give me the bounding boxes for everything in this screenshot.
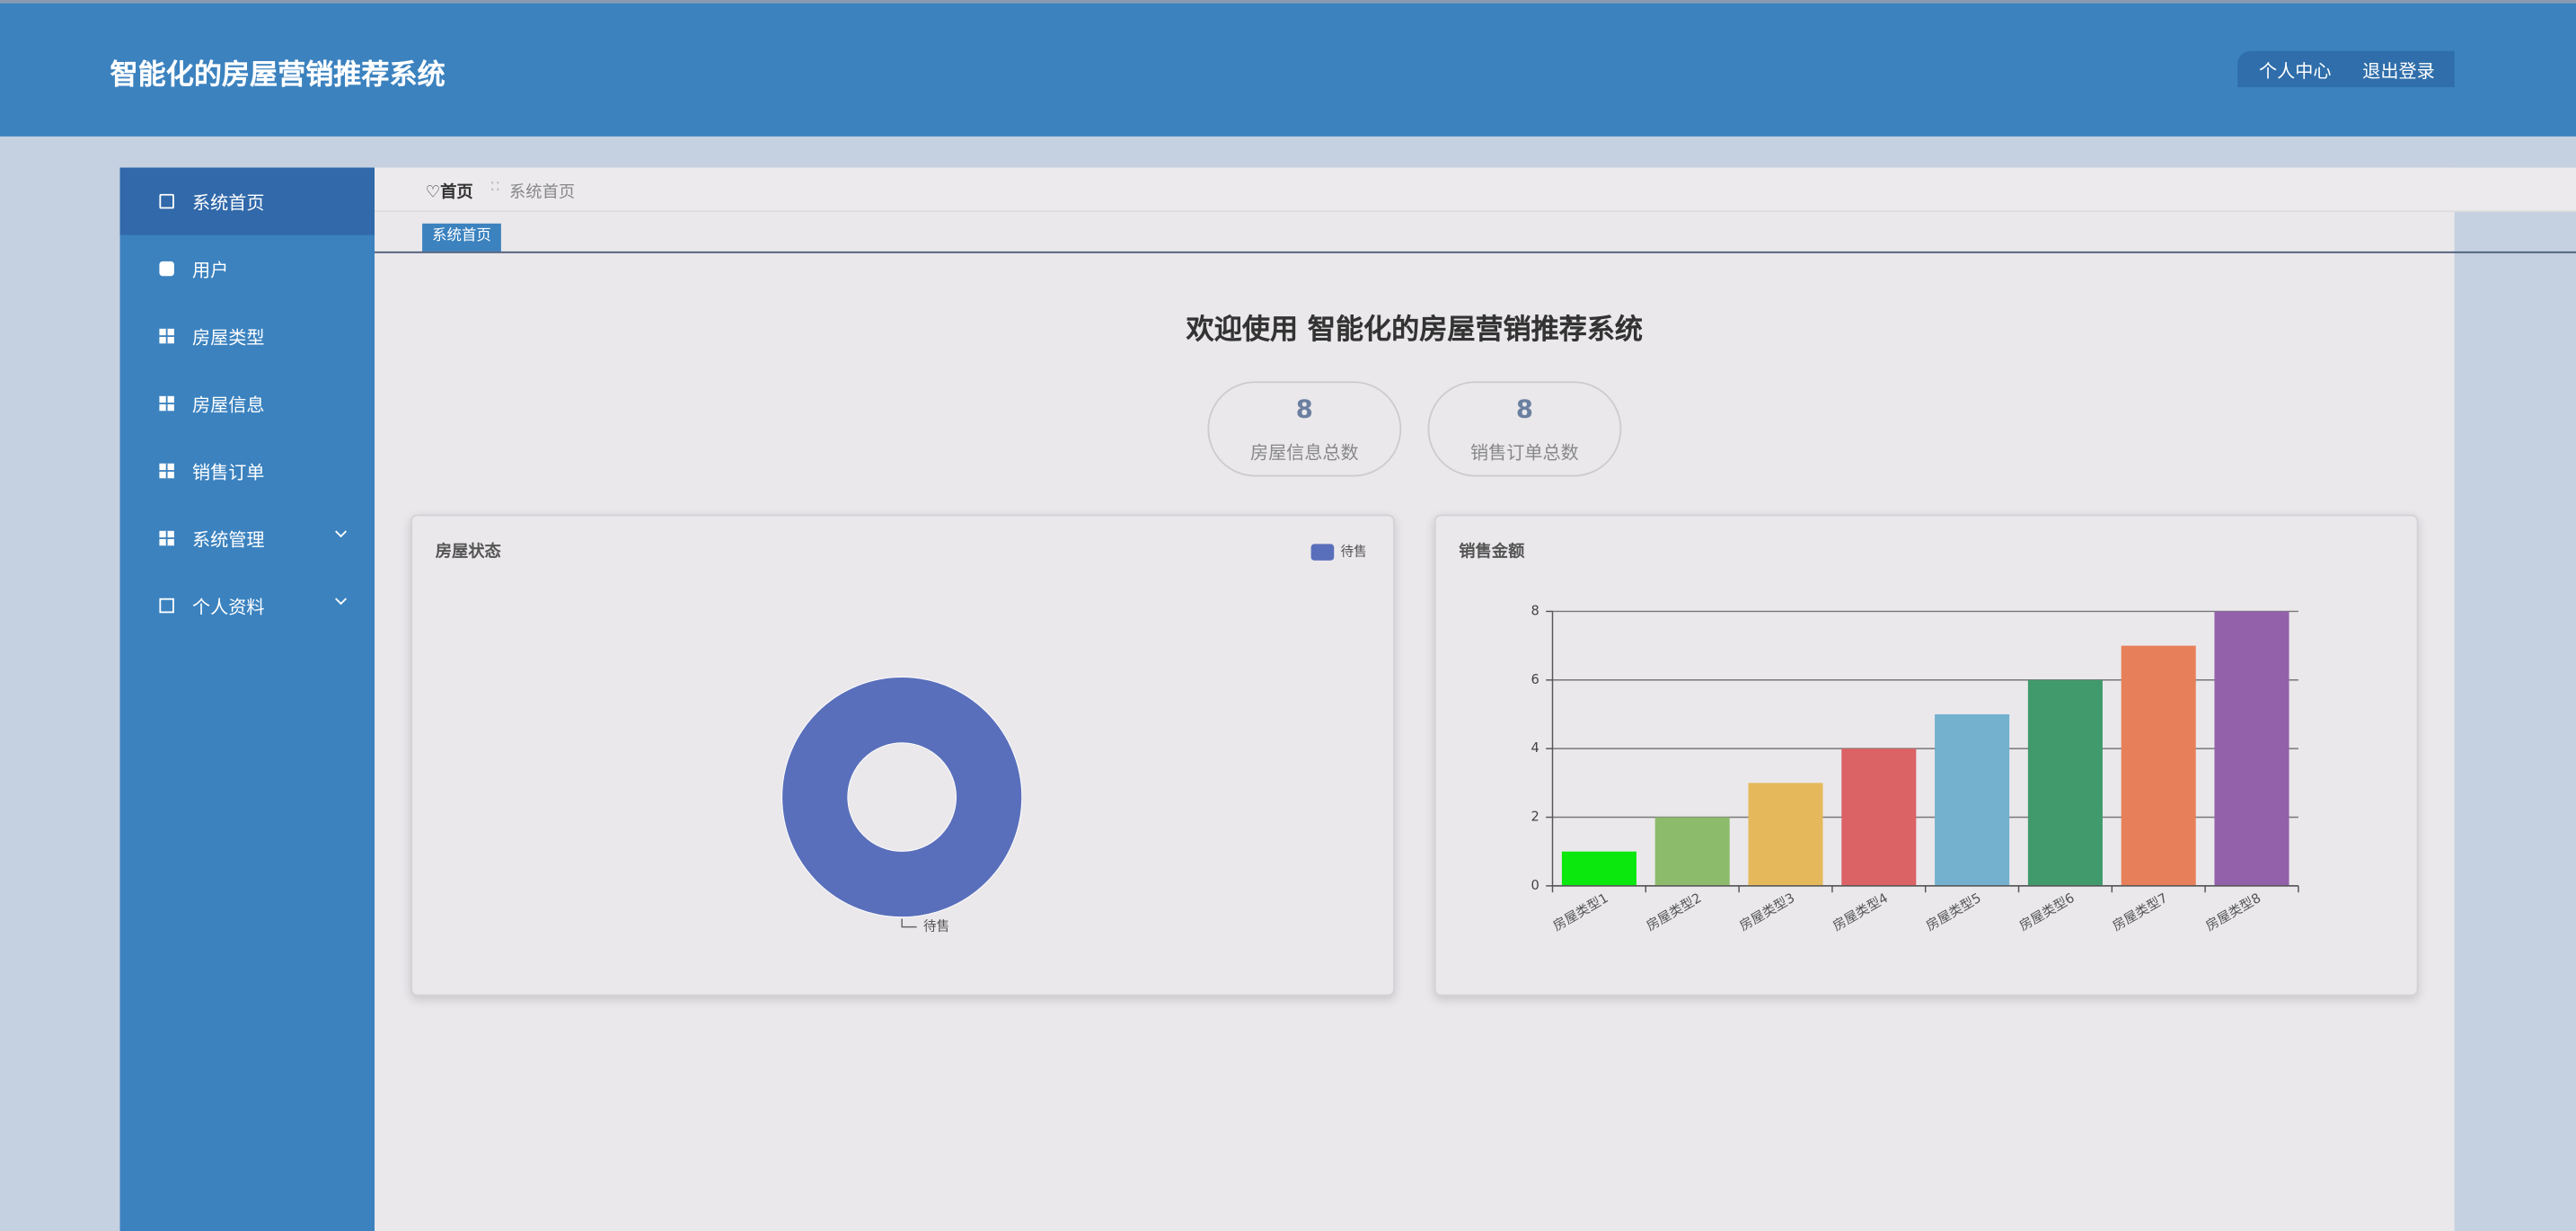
- x-tick-label: 房屋类型7: [2110, 890, 2170, 934]
- icon: [159, 328, 174, 344]
- label-line: [901, 918, 917, 928]
- x-tick-label: 房屋类型3: [1737, 890, 1797, 934]
- y-tick-label: 2: [1531, 810, 1539, 825]
- breadcrumb: ♡首页 :: 系统首页: [375, 167, 2576, 212]
- menu-label: 系统首页: [192, 192, 265, 214]
- icon: [159, 530, 174, 546]
- menu-item[interactable]: 房屋类型: [120, 303, 375, 370]
- menu-item[interactable]: 系统管理: [120, 505, 375, 572]
- y-tick-label: 6: [1531, 672, 1539, 687]
- x-tick-label: 房屋类型1: [1550, 890, 1610, 934]
- menu-label: 房屋信息: [192, 394, 265, 416]
- bar: [2121, 645, 2196, 886]
- menu-label: 个人资料: [192, 596, 265, 618]
- menu-item[interactable]: 个人资料: [120, 572, 375, 640]
- menu-label: 系统管理: [192, 528, 265, 551]
- menu-item[interactable]: 销售订单: [120, 438, 375, 505]
- menu-label: 用户: [192, 259, 229, 281]
- menu-item[interactable]: 用户: [120, 235, 375, 303]
- stat-card: 8 房屋信息总数: [1207, 381, 1402, 477]
- breadcrumb-home-text: 首页: [440, 183, 473, 202]
- stat-label: 销售订单总数: [1470, 442, 1579, 464]
- tab-line: [375, 251, 2576, 253]
- icon: [159, 395, 174, 412]
- welcome-title: 欢迎使用 智能化的房屋营销推荐系统: [1186, 314, 1644, 347]
- stat-card: 8 销售订单总数: [1427, 381, 1622, 477]
- icon: [159, 598, 174, 614]
- icon: [159, 193, 174, 209]
- breadcrumb-home[interactable]: ♡首页: [425, 183, 473, 202]
- legend-swatch: [1310, 544, 1335, 561]
- stat-value: 8: [1515, 394, 1533, 424]
- menu-label: 销售订单: [192, 461, 265, 483]
- icon: [159, 463, 174, 479]
- x-tick-label: 房屋类型5: [1924, 890, 1984, 934]
- x-tick-label: 房屋类型2: [1644, 890, 1704, 934]
- chart-title: 销售金额: [1459, 542, 1525, 562]
- x-tick-label: 房屋类型8: [2203, 890, 2263, 934]
- x-tick-label: 房屋类型6: [2016, 890, 2077, 934]
- tab[interactable]: 系统首页: [422, 223, 501, 252]
- y-tick-label: 8: [1531, 603, 1539, 618]
- sidebar: 系统首页 用户 房屋类型 房屋信息 销售订单 系统管理 个人资料: [119, 167, 375, 1231]
- bar: [1748, 783, 1823, 886]
- bar: [1654, 817, 1730, 886]
- header-links: 个人中心 退出登录: [2237, 50, 2455, 87]
- logout-link[interactable]: 退出登录: [2362, 60, 2435, 83]
- stat-value: 8: [1295, 394, 1313, 424]
- chart-title: 房屋状态: [436, 542, 502, 562]
- bar: [2027, 679, 2103, 886]
- profile-link[interactable]: 个人中心: [2259, 60, 2332, 83]
- breadcrumb-sep: ::: [490, 177, 501, 196]
- breadcrumb-current: 系统首页: [509, 183, 576, 202]
- menu-item[interactable]: 房屋信息: [120, 370, 375, 438]
- pie-slice: [781, 677, 1023, 918]
- menu-label: 房屋类型: [192, 326, 265, 349]
- y-tick-label: 0: [1531, 878, 1539, 893]
- menu-item[interactable]: 系统首页: [119, 167, 375, 235]
- icon: [159, 261, 174, 277]
- app-title: 智能化的房屋营销推荐系统: [110, 58, 446, 93]
- slice-label: 待售: [923, 919, 949, 934]
- legend-label: 待售: [1341, 545, 1367, 560]
- bar: [1935, 713, 2010, 886]
- x-tick-label: 房屋类型4: [1831, 890, 1891, 934]
- y-tick-label: 4: [1531, 740, 1539, 756]
- top-border: [0, 0, 2576, 4]
- stat-label: 房屋信息总数: [1249, 442, 1359, 464]
- bar: [1841, 748, 1917, 886]
- header: [0, 3, 2576, 137]
- bar: [1561, 851, 1636, 886]
- bar: [2214, 611, 2289, 886]
